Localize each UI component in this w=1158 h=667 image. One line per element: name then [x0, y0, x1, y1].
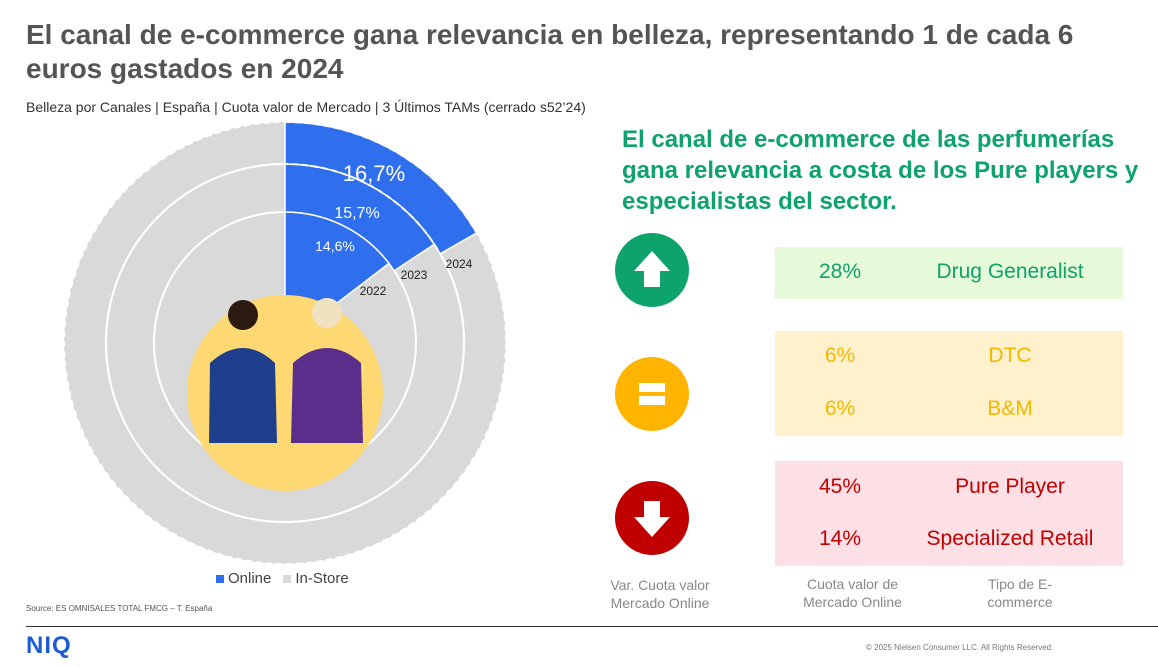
legend-swatch-online [216, 574, 224, 583]
ecommerce-type: Drug Generalist [936, 260, 1084, 283]
person-right-body [291, 348, 363, 443]
share-value: 14% [818, 527, 862, 550]
legend-item-online: Online [216, 570, 271, 587]
footer-divider [26, 626, 1158, 627]
value-label-2023: 15,7% [334, 205, 379, 222]
legend-item-instore: In-Store [283, 570, 349, 587]
caption-var: Var. Cuota valor Mercado Online [610, 577, 710, 611]
row-dtc: 6% DTC [775, 344, 1123, 374]
row-bm: 6% B&M [775, 397, 1123, 427]
radial-chart: 14,6% 15,7% 16,7% 2022 2023 2024 [63, 121, 507, 565]
equals-icon [639, 383, 665, 405]
share-value: 45% [818, 475, 862, 498]
person-right-hair [312, 298, 342, 328]
share-value: 6% [824, 397, 856, 420]
value-label-2024: 16,7% [343, 161, 405, 186]
caption-tipo: Tipo de E-commerce [987, 576, 1053, 610]
arrow-up-icon [634, 251, 670, 287]
ecommerce-type: Specialized Retail [926, 527, 1094, 550]
outer-ring-edge [63, 121, 507, 565]
period-label-2022: 2022 [360, 284, 387, 298]
ecommerce-type: DTC [988, 344, 1032, 367]
ecommerce-type: B&M [987, 397, 1033, 420]
source-note: Source: ES OMNISALES TOTAL FMCG – T. Esp… [26, 604, 213, 613]
share-value: 28% [818, 260, 862, 283]
row-drug-generalist: 28% Drug Generalist [775, 260, 1123, 290]
legend-label-instore: In-Store [295, 570, 349, 587]
row-pure-player: 45% Pure Player [775, 475, 1123, 505]
band-equal [775, 331, 1123, 436]
person-left-hair [228, 300, 258, 330]
middle-ring-edge [105, 163, 465, 523]
band-up [775, 247, 1123, 299]
row-specialized-retail: 14% Specialized Retail [775, 527, 1123, 557]
chart-legend: Online In-Store [216, 570, 349, 587]
niq-logo: NIQ [26, 632, 72, 659]
down-indicator [615, 481, 689, 555]
value-label-2022: 14,6% [315, 238, 355, 254]
legend-label-online: Online [228, 570, 272, 587]
band-down [775, 461, 1123, 566]
caption-cuota: Cuota valor de Mercado Online [803, 576, 902, 610]
copyright: © 2025 Nielsen Consumer LLC. All Rights … [866, 643, 1054, 652]
page-subtitle: Belleza por Canales | España | Cuota val… [26, 99, 586, 115]
page-title: El canal de e-commerce gana relevancia e… [26, 19, 1074, 84]
period-label-2024: 2024 [446, 257, 473, 271]
ecommerce-type: Pure Player [955, 475, 1065, 498]
equal-indicator [615, 357, 689, 431]
up-indicator [615, 233, 689, 307]
share-value: 6% [824, 344, 856, 367]
headline: El canal de e-commerce de las perfumería… [622, 126, 1139, 215]
legend-swatch-instore [283, 574, 292, 583]
arrow-down-icon [634, 501, 670, 537]
period-label-2023: 2023 [401, 268, 428, 282]
person-left-body [209, 348, 277, 443]
